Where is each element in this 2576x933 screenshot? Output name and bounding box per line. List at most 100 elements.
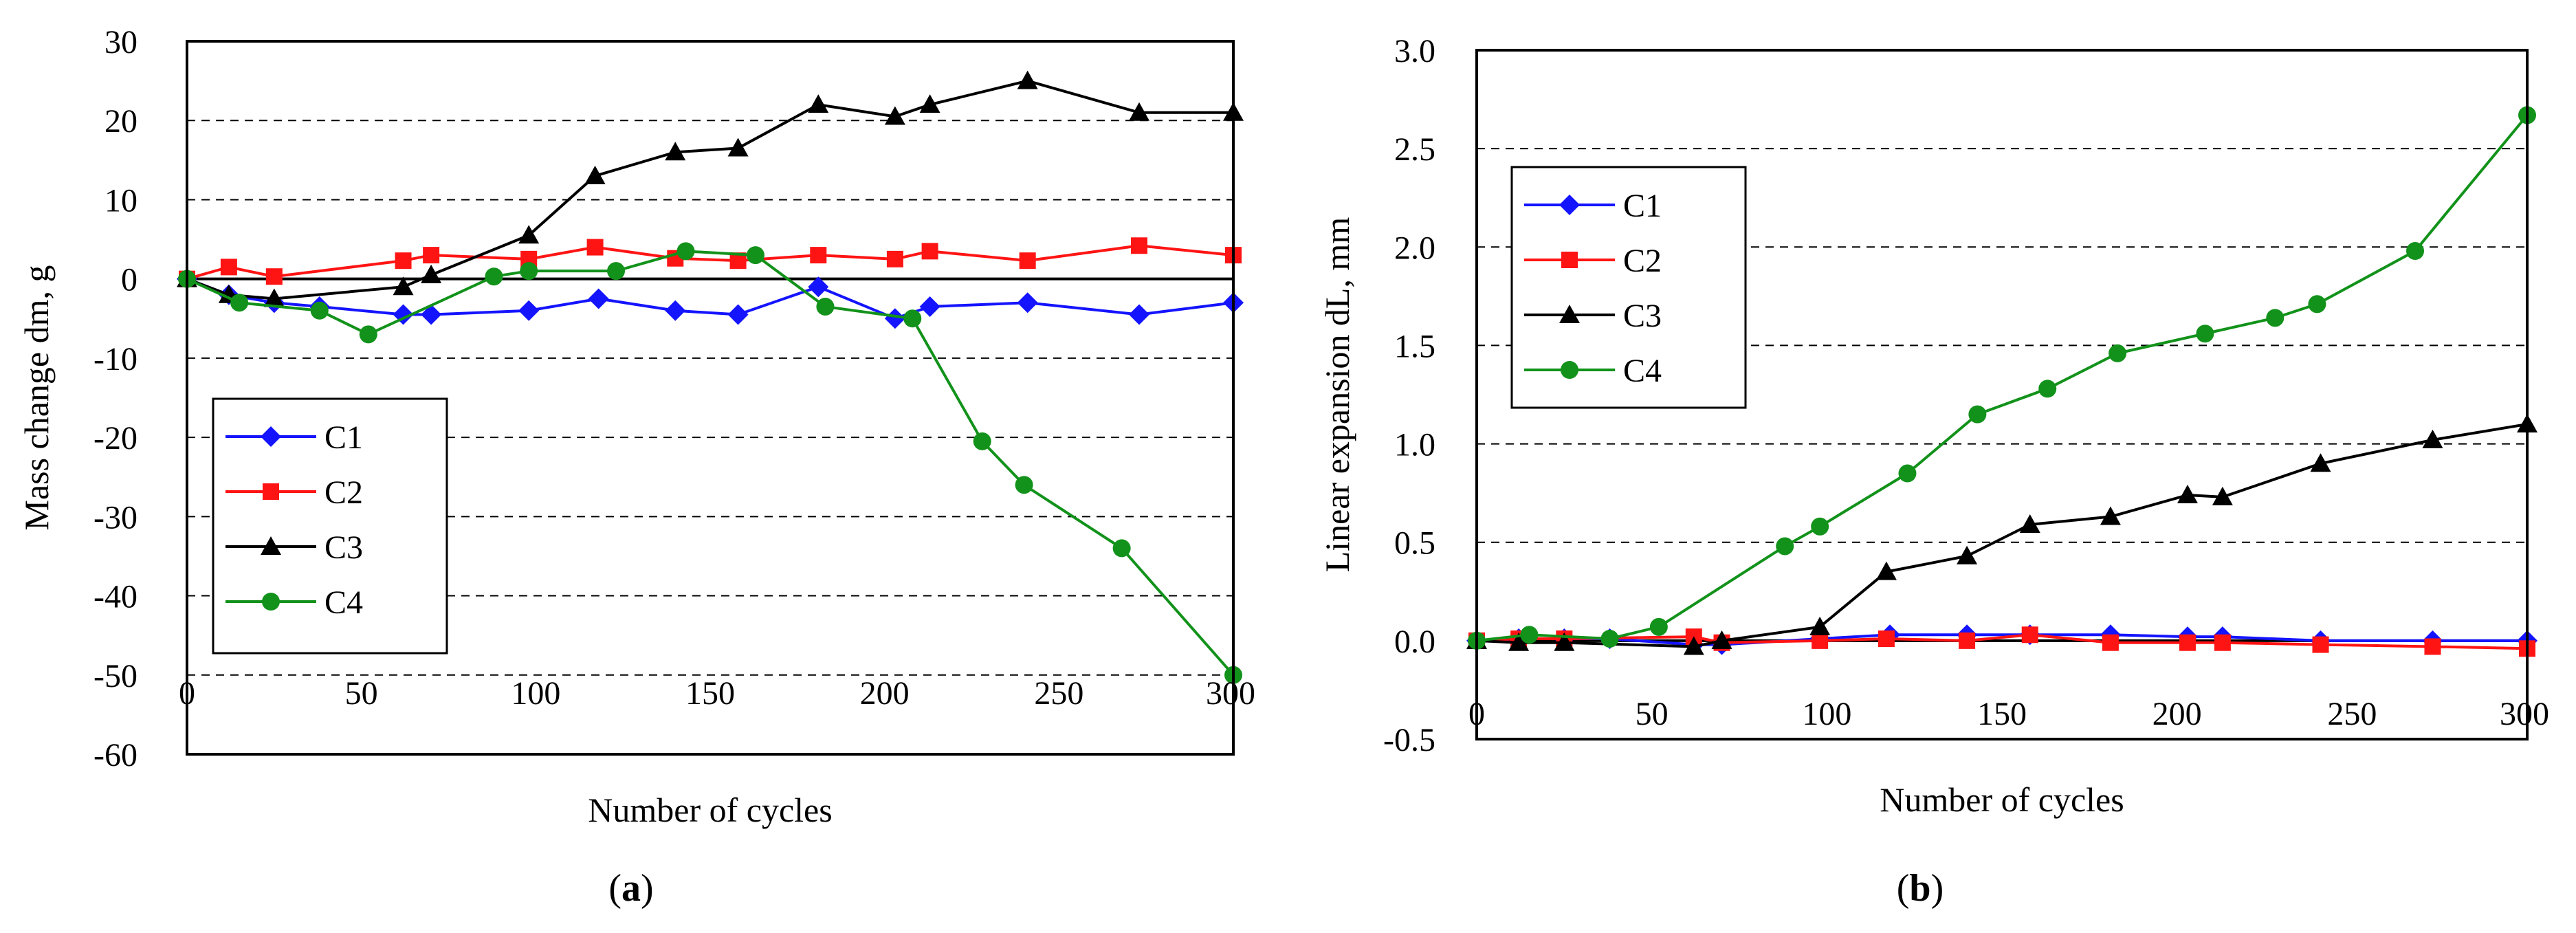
data-point-c3 bbox=[1957, 545, 1978, 564]
data-point-c4 bbox=[903, 309, 922, 328]
data-point-c4 bbox=[607, 262, 626, 281]
y-tick-label: -50 bbox=[93, 658, 137, 694]
data-point-c2 bbox=[220, 259, 237, 276]
y-tick-label: 3.0 bbox=[1394, 33, 1435, 69]
data-point-c3 bbox=[2310, 453, 2331, 472]
data-point-c2 bbox=[395, 252, 412, 270]
x-tick-label: 300 bbox=[2500, 696, 2549, 732]
legend-marker bbox=[1559, 305, 1580, 323]
legend-label: C3 bbox=[324, 529, 363, 566]
data-point-c4 bbox=[1898, 464, 1917, 483]
data-point-c1 bbox=[518, 300, 540, 321]
data-point-c3 bbox=[518, 225, 540, 244]
data-point-c3 bbox=[1017, 70, 1038, 89]
panel-b-legend: C1 C2 C3 C4 bbox=[1510, 166, 1747, 409]
data-point-c3 bbox=[263, 288, 285, 307]
legend-label: C4 bbox=[1623, 353, 1662, 389]
x-tick-label: 50 bbox=[345, 675, 378, 712]
x-tick-label: 250 bbox=[2327, 696, 2377, 732]
legend-label: C3 bbox=[1623, 298, 1662, 334]
data-point-c3 bbox=[1875, 561, 1897, 580]
data-point-c4 bbox=[973, 432, 991, 450]
data-point-c4 bbox=[2266, 309, 2285, 327]
panel-a-plot-frame bbox=[186, 40, 1235, 756]
panel-a-label-letter: a bbox=[621, 867, 641, 910]
legend-label: C4 bbox=[324, 584, 363, 621]
data-point-c2 bbox=[921, 243, 938, 260]
data-point-c3 bbox=[665, 142, 686, 161]
x-tick-label: 0 bbox=[179, 675, 195, 712]
data-point-c3 bbox=[584, 165, 606, 184]
data-point-c1 bbox=[665, 300, 686, 321]
data-point-c2 bbox=[265, 268, 283, 285]
panel-a-x-axis-label: Number of cycles bbox=[588, 791, 832, 829]
data-point-c3 bbox=[1508, 632, 1530, 651]
legend-item-c3: C3 bbox=[225, 529, 363, 566]
legend-item-c1: C1 bbox=[225, 419, 363, 456]
legend-marker bbox=[1559, 195, 1580, 215]
x-tick-label: 100 bbox=[1802, 696, 1851, 732]
data-point-c1 bbox=[1017, 292, 1038, 314]
legend-item-c2: C2 bbox=[1524, 243, 1662, 279]
legend-item-c1: C1 bbox=[1524, 188, 1662, 224]
panel-b-x-axis-label: Number of cycles bbox=[1880, 780, 2124, 819]
data-point-c4 bbox=[676, 242, 695, 261]
legend-marker bbox=[1561, 252, 1578, 268]
x-tick-label: 250 bbox=[1034, 675, 1083, 712]
panel-b-linear-expansion-chart: -0.5 0.0 0.5 1.0 1.5 2.0 2.5 3.0 0 50 100 150 200 250… bbox=[1318, 33, 2549, 910]
data-point-c3 bbox=[2422, 429, 2443, 448]
y-tick-label: 20 bbox=[104, 103, 137, 140]
data-point-c3 bbox=[393, 276, 414, 296]
y-tick-label: -10 bbox=[93, 341, 137, 377]
data-point-c2 bbox=[1812, 632, 1829, 649]
panel-b-plot-frame bbox=[1475, 49, 2529, 740]
y-tick-label: 1.0 bbox=[1394, 427, 1435, 463]
x-tick-label: 0 bbox=[1468, 696, 1485, 732]
data-point-c2 bbox=[2312, 636, 2329, 653]
series-c3 bbox=[1466, 413, 2538, 655]
data-point-c4 bbox=[1520, 626, 1539, 644]
data-point-c2 bbox=[1019, 252, 1036, 270]
panel-a-y-axis-label: Mass change dm, g bbox=[17, 265, 56, 530]
data-point-c4 bbox=[359, 325, 377, 344]
legend-label: C2 bbox=[1623, 243, 1662, 279]
legend-item-c4: C4 bbox=[1524, 353, 1662, 389]
legend-box bbox=[1510, 166, 1747, 409]
legend-item-c3: C3 bbox=[1524, 298, 1662, 334]
series-line-c2 bbox=[186, 244, 1234, 281]
data-point-c1 bbox=[421, 304, 442, 325]
x-tick-label: 200 bbox=[860, 675, 910, 712]
data-point-c4 bbox=[2308, 295, 2326, 314]
y-tick-label: -30 bbox=[93, 499, 137, 536]
data-point-c1 bbox=[727, 304, 749, 325]
y-tick-label: 2.0 bbox=[1394, 230, 1435, 266]
data-point-c1 bbox=[1129, 304, 1150, 325]
panel-a-legend: C1 C2 C3 C4 bbox=[212, 397, 448, 655]
series-line-c3 bbox=[1476, 422, 2528, 648]
legend-marker bbox=[1561, 361, 1578, 379]
data-point-c4 bbox=[1112, 539, 1131, 558]
series-line-c1 bbox=[186, 277, 1234, 320]
legend-label: C1 bbox=[324, 419, 363, 456]
data-point-c2 bbox=[1131, 237, 1148, 254]
data-point-c4 bbox=[520, 262, 538, 281]
data-point-c4 bbox=[1811, 517, 1829, 536]
data-point-c2 bbox=[2179, 634, 2196, 651]
data-point-c2 bbox=[810, 247, 827, 264]
data-point-c4 bbox=[816, 297, 835, 316]
y-tick-label: 0 bbox=[121, 262, 137, 298]
y-tick-label: -20 bbox=[93, 420, 137, 457]
y-tick-label: -60 bbox=[93, 737, 137, 773]
y-tick-label: 1.5 bbox=[1394, 328, 1435, 364]
series-c4 bbox=[178, 242, 1242, 684]
data-point-c1 bbox=[588, 288, 609, 309]
x-tick-label: 100 bbox=[511, 675, 560, 712]
data-point-c4 bbox=[2406, 242, 2425, 261]
data-point-c4 bbox=[2109, 344, 2127, 362]
data-point-c3 bbox=[1129, 102, 1150, 121]
data-point-c3 bbox=[1711, 630, 1732, 649]
legend-marker bbox=[262, 593, 280, 611]
data-point-c2 bbox=[1959, 632, 1976, 649]
panel-b-tick-labels: -0.5 0.0 0.5 1.0 1.5 2.0 2.5 3.0 0 50 100 150 200 250… bbox=[1383, 33, 2549, 758]
